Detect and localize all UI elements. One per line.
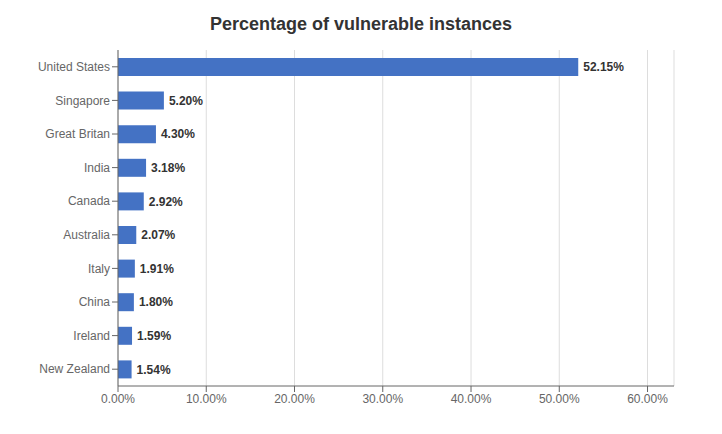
svg-text:1.59%: 1.59% bbox=[137, 329, 171, 343]
svg-text:0.00%: 0.00% bbox=[101, 392, 135, 406]
svg-text:1.91%: 1.91% bbox=[140, 262, 174, 276]
svg-text:1.80%: 1.80% bbox=[139, 295, 173, 309]
svg-text:Australia: Australia bbox=[63, 228, 110, 242]
svg-text:5.20%: 5.20% bbox=[169, 94, 203, 108]
svg-text:2.07%: 2.07% bbox=[141, 228, 175, 242]
svg-text:Singapore: Singapore bbox=[55, 94, 110, 108]
svg-text:Great Britan: Great Britan bbox=[45, 127, 110, 141]
svg-text:1.54%: 1.54% bbox=[137, 363, 171, 377]
svg-text:China: China bbox=[79, 295, 111, 309]
svg-text:India: India bbox=[84, 161, 110, 175]
svg-text:50.00%: 50.00% bbox=[539, 392, 580, 406]
svg-text:30.00%: 30.00% bbox=[362, 392, 403, 406]
svg-text:3.18%: 3.18% bbox=[151, 161, 185, 175]
svg-text:40.00%: 40.00% bbox=[451, 392, 492, 406]
svg-text:Italy: Italy bbox=[88, 262, 110, 276]
svg-text:2.92%: 2.92% bbox=[149, 195, 183, 209]
html-text:Percentage of vulnerable insta: Percentage of vulnerable instances bbox=[209, 14, 513, 34]
svg-text:10.00%: 10.00% bbox=[186, 392, 227, 406]
svg-text:4.30%: 4.30% bbox=[161, 127, 195, 141]
svg-text:United States: United States bbox=[38, 60, 110, 74]
svg-text:52.15%: 52.15% bbox=[583, 60, 624, 74]
svg-text:20.00%: 20.00% bbox=[274, 392, 315, 406]
svg-text:Canada: Canada bbox=[68, 194, 110, 208]
svg-text:Ireland: Ireland bbox=[73, 329, 110, 343]
svg-text:60.00%: 60.00% bbox=[627, 392, 668, 406]
svg-text:New Zealand: New Zealand bbox=[39, 362, 110, 376]
